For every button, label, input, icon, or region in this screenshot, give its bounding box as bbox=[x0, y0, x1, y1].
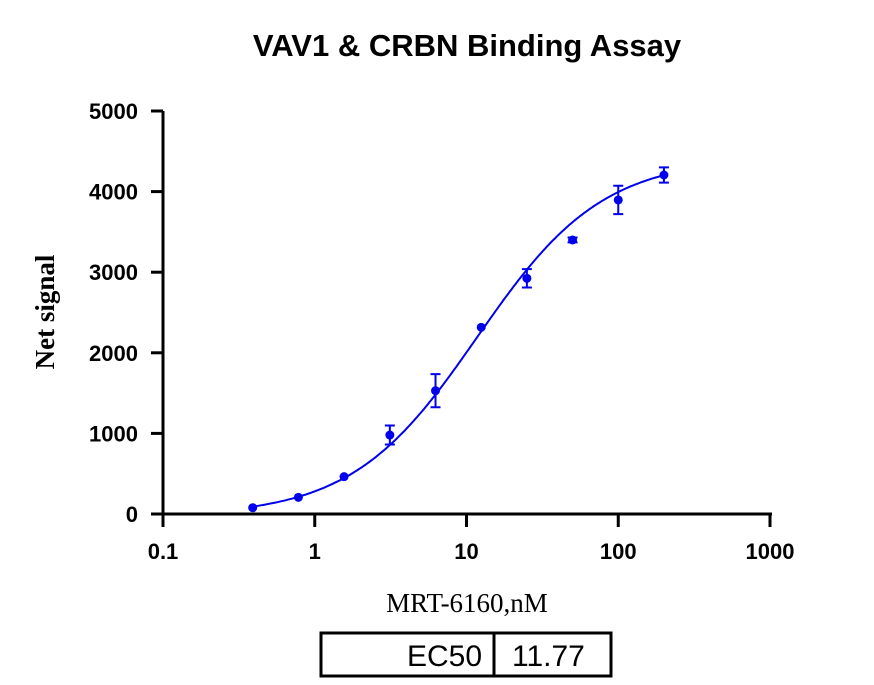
table-border bbox=[319, 631, 613, 678]
data-point bbox=[568, 235, 578, 245]
x-tick-label: 1 bbox=[309, 539, 321, 564]
data-point bbox=[248, 503, 258, 513]
x-tick-label: 100 bbox=[600, 539, 637, 564]
y-tick-label: 1000 bbox=[89, 421, 138, 446]
data-point bbox=[613, 195, 623, 205]
x-tick-label: 0.1 bbox=[148, 539, 179, 564]
chart-title: VAV1 & CRBN Binding Assay bbox=[253, 28, 682, 63]
ec50-table: EC50 11.77 bbox=[319, 631, 613, 678]
y-tick-label: 3000 bbox=[89, 260, 138, 285]
data-point bbox=[476, 322, 486, 332]
data-point bbox=[522, 273, 532, 283]
x-tick-label: 10 bbox=[454, 539, 478, 564]
y-tick-label: 5000 bbox=[89, 99, 138, 124]
ec50-label: EC50 bbox=[407, 640, 482, 673]
data-point bbox=[659, 170, 669, 180]
ec50-value: 11.77 bbox=[512, 640, 585, 673]
data-point bbox=[431, 386, 441, 396]
x-axis-label: MRT-6160,nM bbox=[386, 588, 548, 618]
data-point bbox=[293, 492, 303, 502]
x-tick-label: 1000 bbox=[746, 539, 795, 564]
y-tick-label: 0 bbox=[126, 502, 138, 527]
y-axis-label: Net signal bbox=[30, 254, 60, 369]
fit-curve bbox=[252, 174, 665, 508]
y-tick-label: 4000 bbox=[89, 180, 138, 205]
data-point bbox=[385, 430, 395, 440]
y-tick-label: 2000 bbox=[89, 341, 138, 366]
data-point bbox=[339, 472, 349, 482]
